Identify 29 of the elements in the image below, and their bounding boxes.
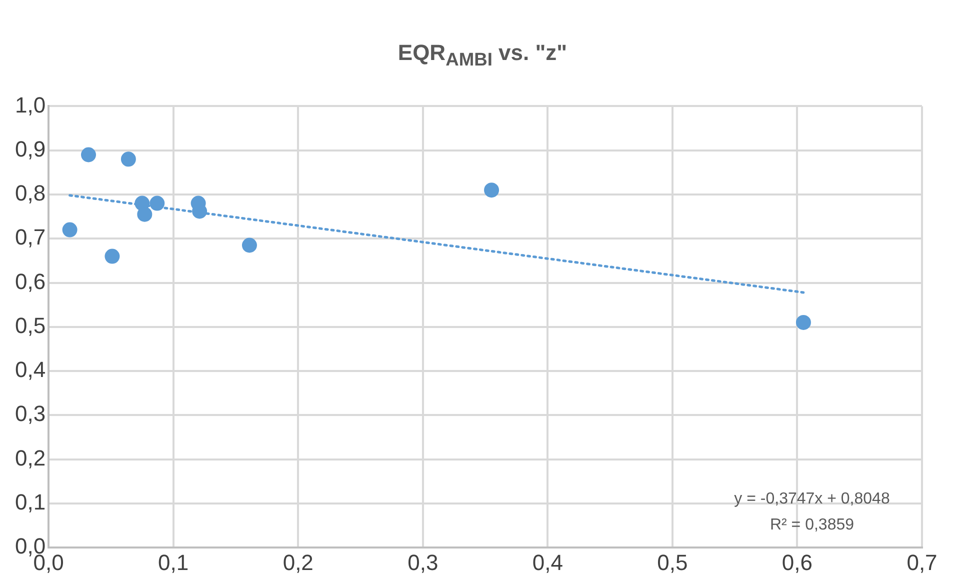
y-tick-label: 0,3 <box>14 401 46 426</box>
x-tick-label: 0,7 <box>906 550 938 575</box>
annotation: R² = 0,3859 <box>770 516 854 534</box>
y-tick-label: 0,4 <box>14 357 46 382</box>
y-tick-label: 0,1 <box>14 490 46 515</box>
y-tick-label: 0,6 <box>14 268 46 294</box>
x-tick-label: 0,4 <box>532 550 563 575</box>
y-tick-label: 1,0 <box>14 92 46 118</box>
x-tick-label: 0,2 <box>282 550 314 575</box>
point <box>150 196 165 211</box>
chart-title: EQR$_{AMBI}$ vs. "z" <box>396 40 568 70</box>
point <box>120 152 136 167</box>
x-tick-label: 0,6 <box>782 550 813 575</box>
point <box>62 222 78 238</box>
y-tick-label: 0,2 <box>14 445 46 470</box>
x-tick-label: 0,1 <box>158 550 189 575</box>
x-tick-label: 0,3 <box>408 550 438 575</box>
point <box>137 206 152 222</box>
y-tick-label: 0,8 <box>14 180 46 206</box>
point <box>242 238 257 253</box>
x-tick-label: 0,5 <box>657 550 688 575</box>
point <box>104 248 120 264</box>
point <box>484 182 500 198</box>
point <box>81 147 96 162</box>
point <box>796 314 811 330</box>
y-tick-label: 0,9 <box>14 136 46 162</box>
annotation: y = -0,3747x + 0,8048 <box>734 490 890 508</box>
y-tick-label: 0,7 <box>14 224 46 250</box>
y-tick-label: 0,5 <box>14 312 46 338</box>
